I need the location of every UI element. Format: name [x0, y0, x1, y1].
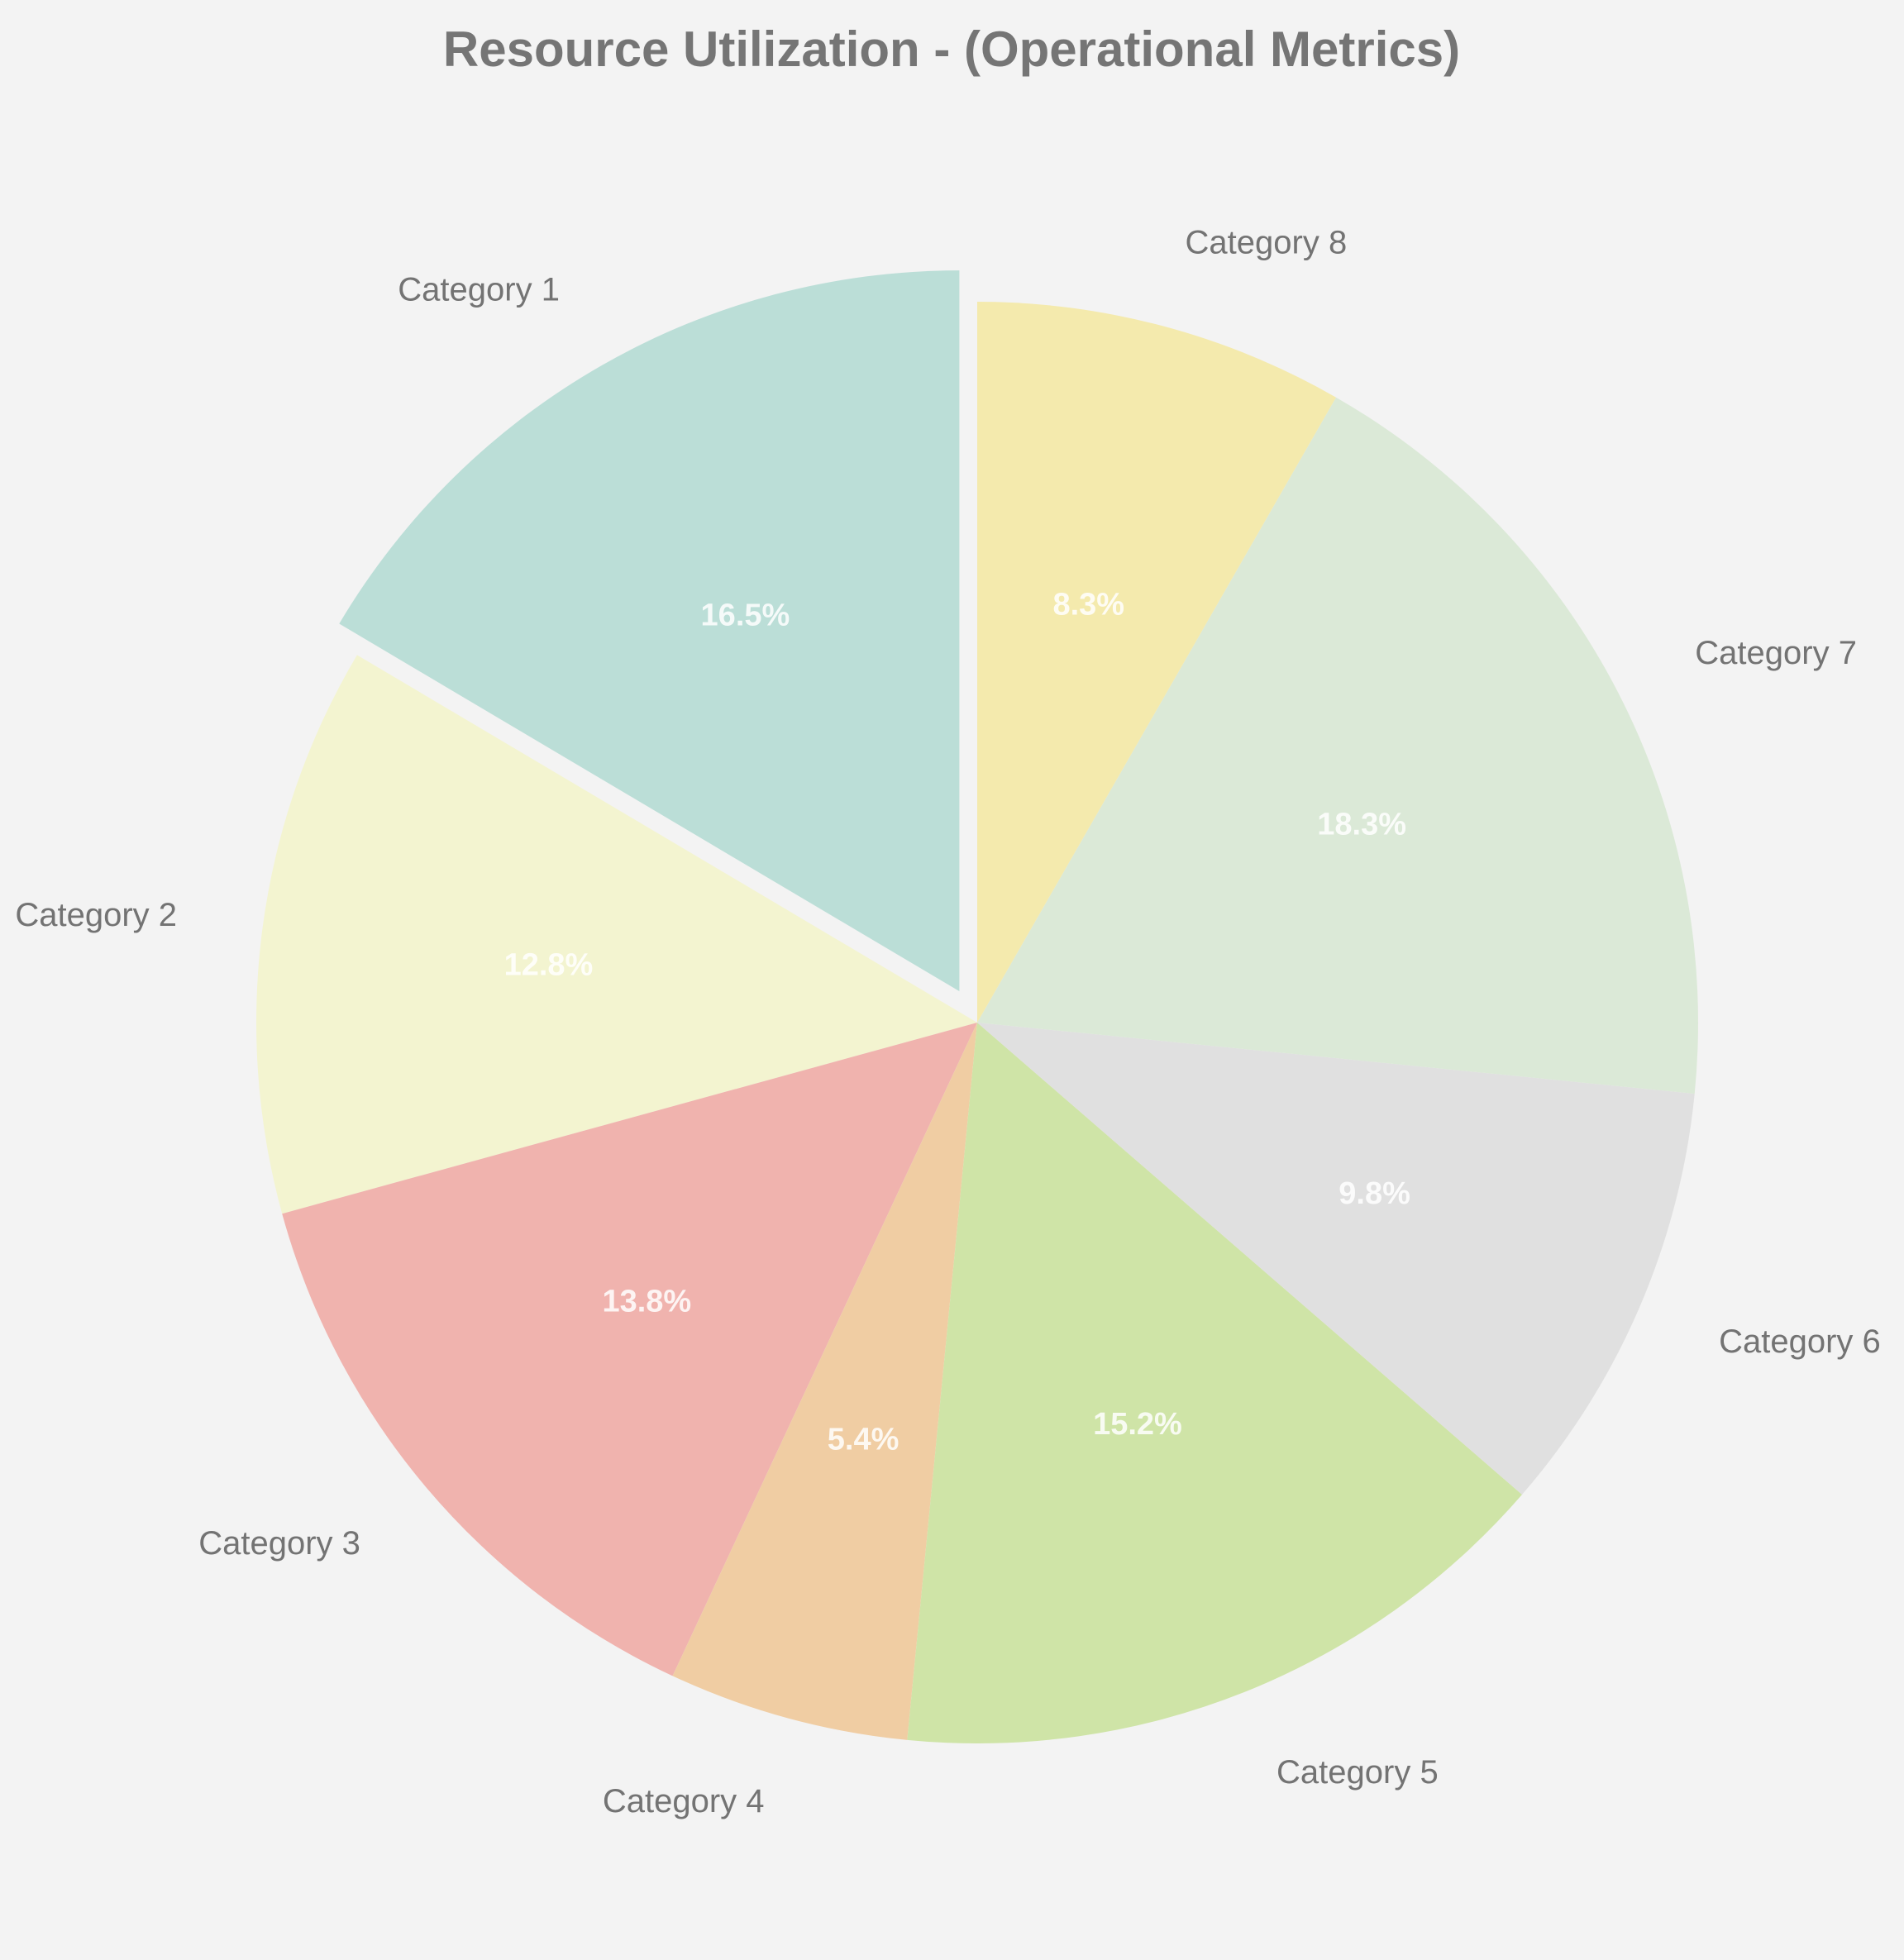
pie-slice-pct-label: 18.3%	[1317, 807, 1406, 842]
pie-slice-7	[977, 397, 1698, 1094]
pie-slice-pct-label: 9.8%	[1339, 1176, 1410, 1211]
pie-slice-label: Category 6	[1719, 1323, 1881, 1360]
pie-slice-label: Category 7	[1695, 635, 1857, 671]
pie-slice-6	[977, 1023, 1695, 1495]
pie-slice-pct-label: 12.8%	[504, 947, 594, 982]
pie-slice-3	[282, 1023, 978, 1676]
pie-slice-pct-label: 8.3%	[1052, 587, 1124, 622]
pie-slice-label: Category 5	[1276, 1754, 1439, 1791]
pie-slice-4	[672, 1023, 977, 1740]
pie-slice-5	[907, 1023, 1523, 1743]
pie-slice-label: Category 8	[1186, 224, 1348, 260]
pie-slice-pct-label: 15.2%	[1093, 1407, 1182, 1442]
pie-slice-pct-label: 5.4%	[828, 1423, 900, 1457]
pie-slice-2	[255, 655, 977, 1214]
pie-slice-label: Category 4	[603, 1783, 765, 1819]
pie-slice-1	[339, 270, 960, 992]
pie-labels: 16.5% Category 1 12.8% Category 2 13.8% Categ…	[15, 224, 1880, 1819]
pie-slice-pct-label: 13.8%	[602, 1285, 691, 1319]
pie-slices	[255, 270, 1698, 1743]
pie-slice-pct-label: 16.5%	[701, 598, 790, 633]
pie-slice-label: Category 3	[198, 1525, 360, 1562]
pie-slice-label: Category 1	[398, 272, 560, 308]
pie-slice-label: Category 2	[15, 897, 177, 933]
pie-slice-8	[977, 302, 1337, 1023]
chart-title: Resource Utilization - (Operational Metr…	[443, 21, 1460, 77]
